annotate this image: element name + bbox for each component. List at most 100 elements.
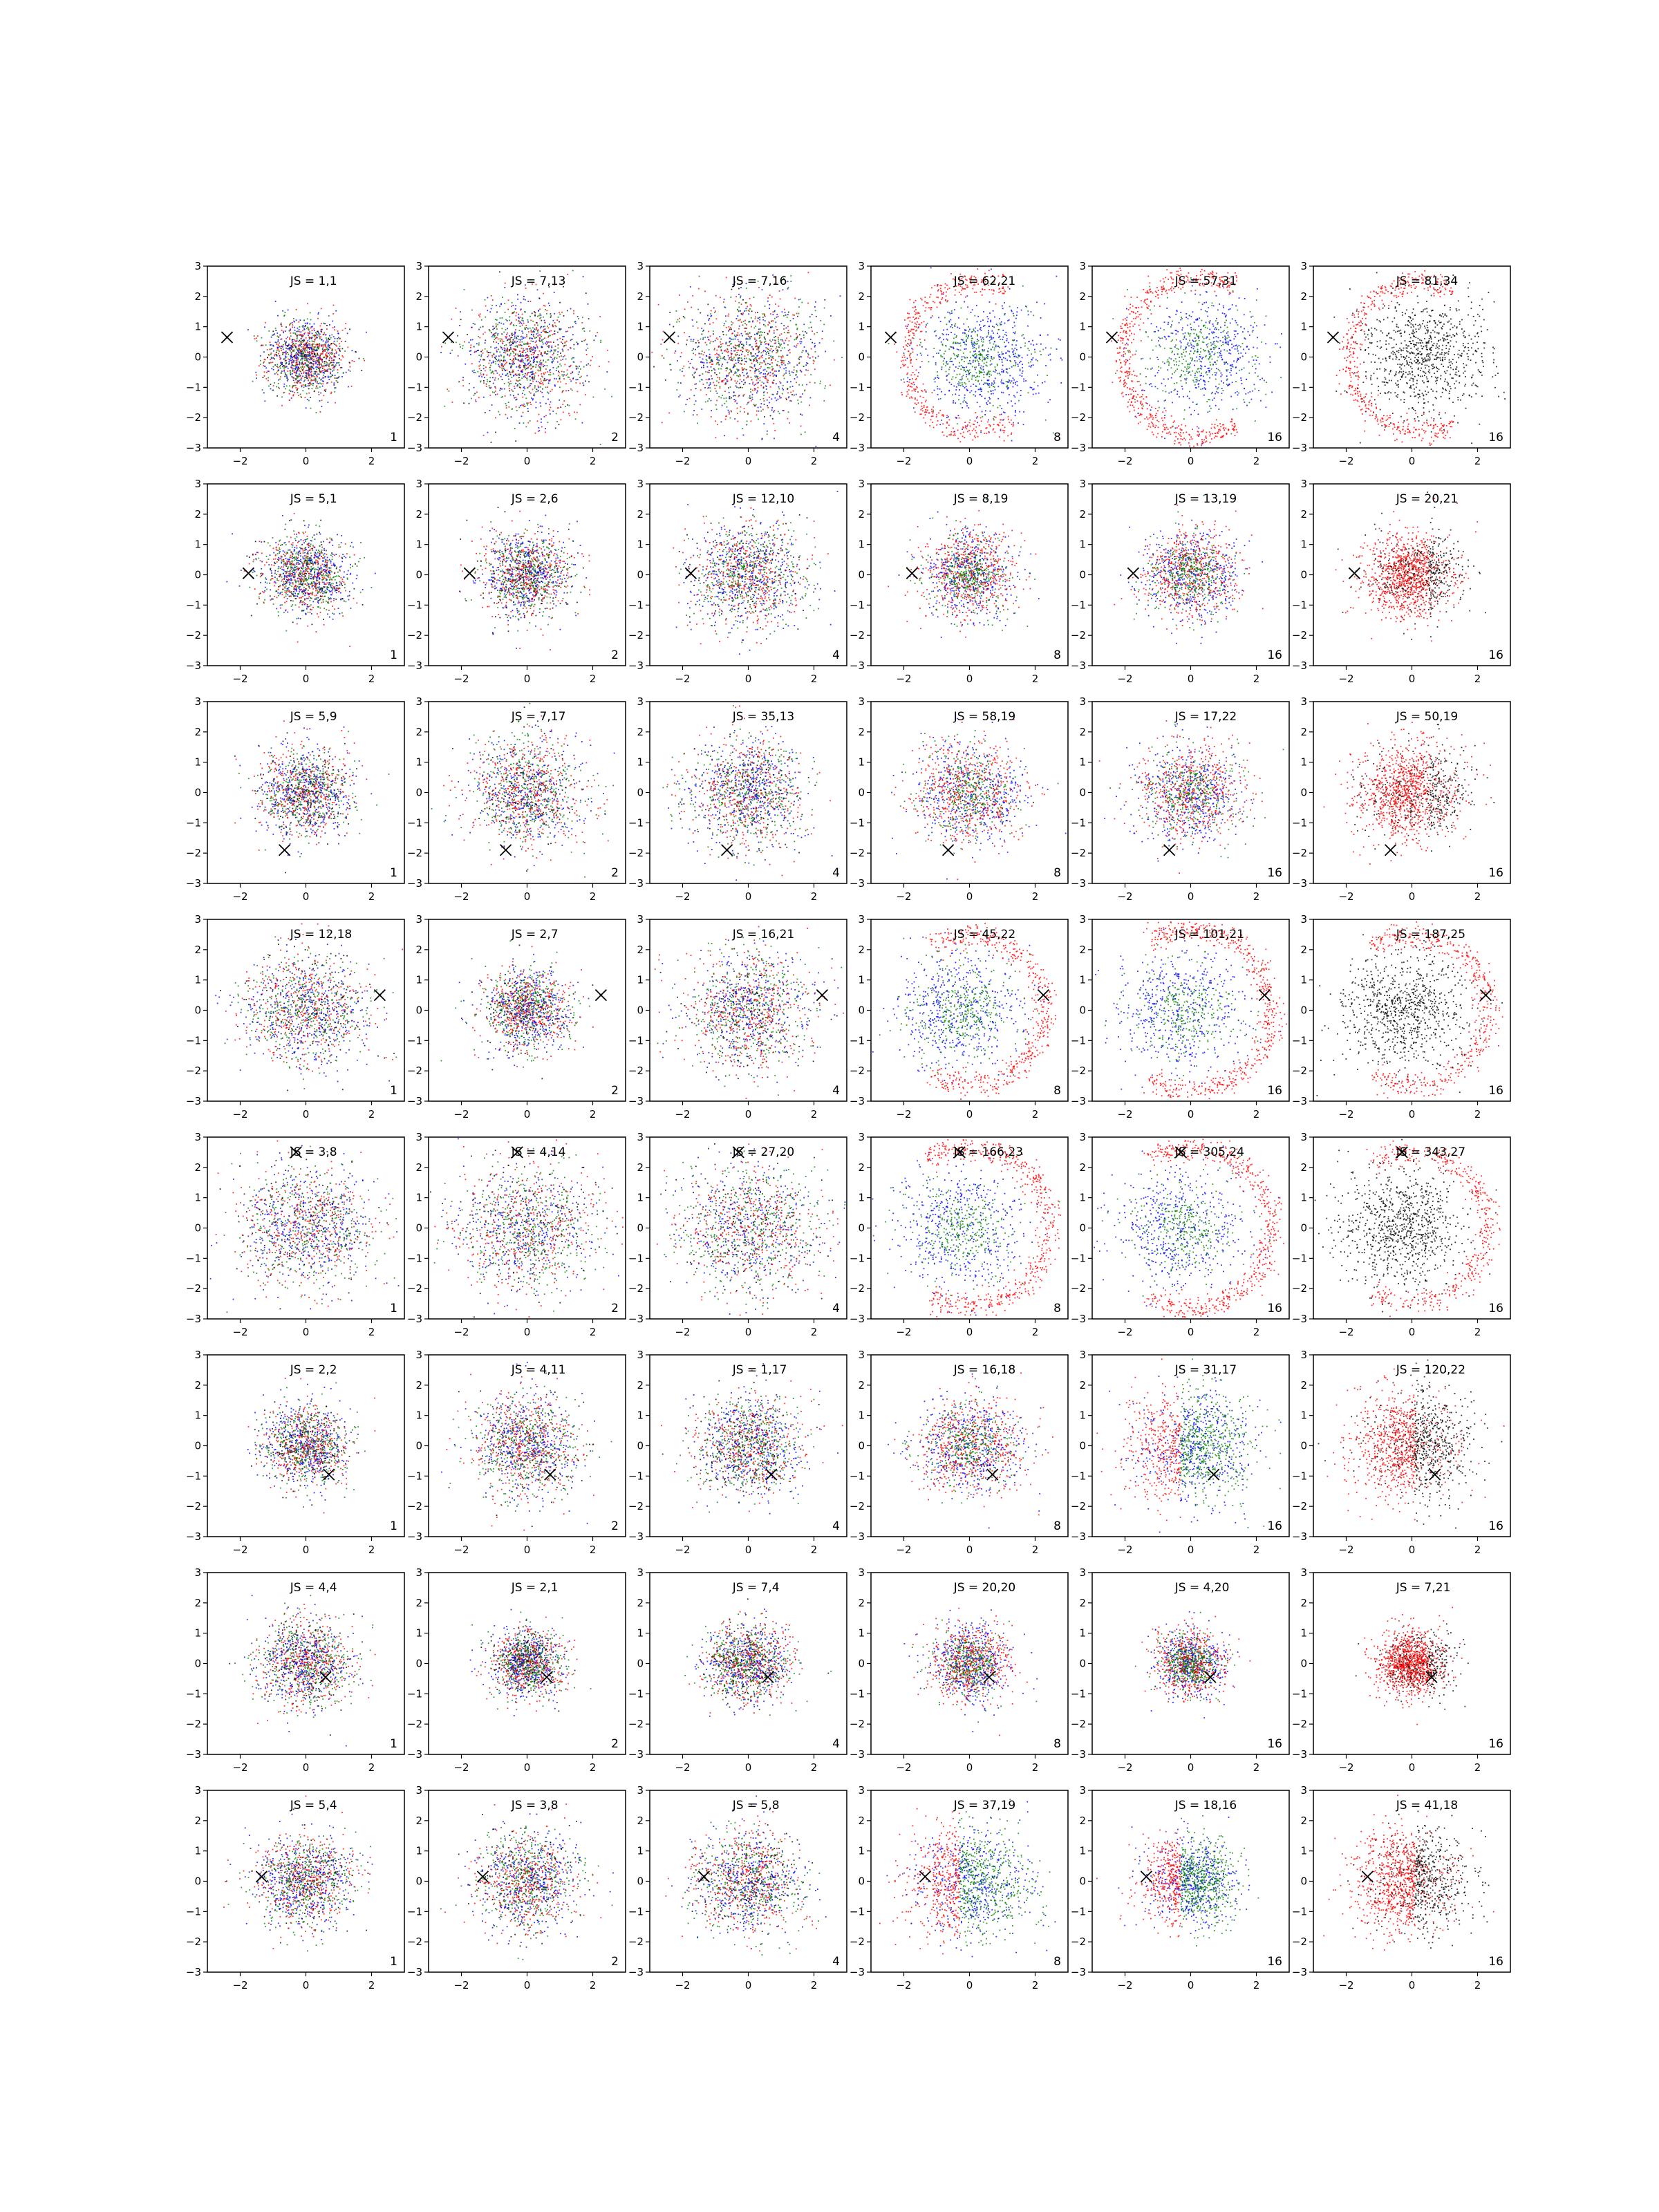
scatter-point	[308, 335, 309, 336]
scatter-point	[538, 315, 540, 317]
scatter-point	[494, 386, 496, 388]
scatter-point	[302, 361, 303, 362]
scatter-point	[529, 343, 531, 344]
scatter-point	[322, 386, 324, 387]
scatter-point	[309, 371, 310, 372]
scatter-point	[334, 377, 335, 379]
scatter-point	[295, 343, 297, 344]
scatter-point	[294, 327, 295, 328]
scatter-point	[308, 358, 309, 359]
scatter-point	[317, 346, 319, 348]
scatter-point	[310, 380, 312, 382]
scatter-point	[546, 313, 547, 315]
scatter-point	[588, 303, 589, 305]
scatter-point	[521, 308, 522, 310]
scatter-point	[546, 310, 547, 311]
scatter-point	[489, 387, 490, 388]
scatter-point	[478, 329, 480, 330]
scatter-point	[309, 344, 310, 345]
scatter-point	[458, 381, 460, 382]
scatter-point	[494, 392, 495, 393]
scatter-point	[300, 331, 301, 332]
scatter-point	[545, 386, 547, 388]
scatter-point	[285, 352, 287, 353]
scatter-point	[505, 336, 506, 337]
scatter-point	[256, 340, 258, 341]
scatter-point	[538, 365, 539, 366]
scatter-point	[524, 375, 525, 377]
scatter-point	[289, 324, 290, 326]
scatter-panel: −2 0 2−3−2−10123JS = 7,132	[407, 260, 626, 467]
scatter-point	[294, 357, 296, 358]
scatter-point	[261, 337, 263, 339]
scatter-point	[291, 365, 292, 366]
scatter-point	[286, 357, 288, 358]
scatter-point	[548, 347, 550, 348]
scatter-point	[440, 352, 442, 353]
scatter-point	[494, 357, 496, 358]
scatter-point	[532, 327, 534, 328]
scatter-point	[333, 366, 335, 368]
scatter-point	[499, 306, 500, 307]
scatter-point	[297, 375, 299, 377]
scatter-point	[531, 338, 532, 339]
scatter-point	[532, 341, 534, 342]
scatter-point	[517, 294, 518, 295]
scatter-point	[308, 362, 309, 363]
scatter-point	[562, 391, 563, 393]
scatter-point	[297, 366, 298, 368]
scatter-point	[297, 380, 299, 382]
scatter-point	[276, 342, 278, 344]
scatter-point	[309, 331, 310, 332]
scatter-point	[556, 357, 558, 359]
scatter-point	[334, 382, 335, 384]
scatter-point	[315, 346, 317, 348]
scatter-point	[324, 369, 325, 371]
scatter-point	[512, 341, 514, 342]
scatter-point	[310, 319, 312, 321]
scatter-point	[495, 391, 496, 392]
scatter-point	[525, 344, 527, 345]
scatter-point	[302, 390, 303, 391]
scatter-point	[295, 346, 297, 348]
scatter-point	[317, 318, 319, 319]
scatter-point	[308, 364, 309, 366]
scatter-point	[541, 320, 542, 321]
scatter-point	[573, 357, 574, 359]
scatter-point	[333, 369, 335, 371]
scatter-point	[309, 351, 310, 353]
scatter-point	[361, 370, 362, 371]
scatter-point	[283, 365, 284, 366]
scatter-point	[271, 353, 272, 354]
scatter-point	[589, 330, 590, 332]
scatter-point	[513, 359, 514, 360]
scatter-point	[314, 335, 315, 336]
scatter-point	[505, 312, 506, 313]
scatter-point	[505, 353, 506, 354]
scatter-point	[294, 332, 296, 334]
x-tick-label: −2	[232, 455, 247, 467]
scatter-point	[495, 388, 496, 389]
scatter-point	[314, 330, 315, 331]
scatter-point	[489, 410, 491, 411]
scatter-point	[326, 364, 327, 366]
scatter-point	[303, 344, 304, 345]
scatter-point	[311, 337, 312, 339]
scatter-point	[315, 363, 316, 364]
scatter-point	[331, 343, 332, 344]
scatter-point	[574, 411, 575, 413]
scatter-point	[312, 350, 313, 352]
scatter-point	[324, 366, 325, 367]
scatter-point	[305, 362, 306, 364]
scatter-point	[304, 359, 306, 361]
scatter-point	[560, 353, 561, 354]
scatter-point	[498, 343, 499, 344]
scatter-point	[257, 335, 259, 337]
scatter-point	[302, 366, 303, 368]
scatter-point	[532, 348, 534, 349]
scatter-point	[561, 374, 563, 375]
scatter-point	[306, 372, 308, 373]
scatter-point	[310, 328, 312, 329]
scatter-point	[290, 350, 291, 352]
